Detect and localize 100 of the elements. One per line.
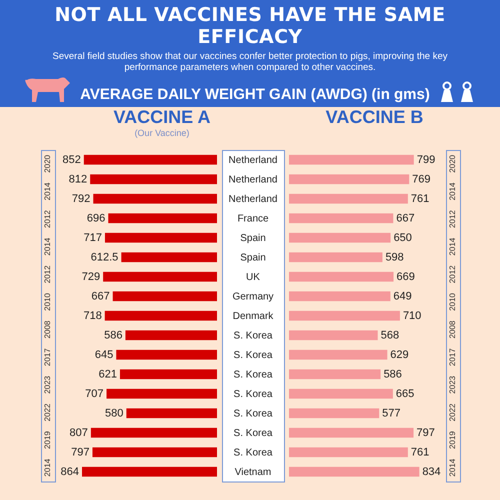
data-label: 667 <box>90 290 110 302</box>
bar <box>112 291 216 302</box>
text: 2017 <box>42 348 52 366</box>
bar <box>116 350 216 360</box>
bar <box>288 428 414 438</box>
y-tick-label: S. Korea <box>233 369 272 380</box>
bar <box>288 310 400 321</box>
text: Several field studies show that our vaccines confer better protection to pigs, improving the key performance parameters when compared to other vaccines. <box>52 51 448 73</box>
data-label: 586 <box>383 368 402 380</box>
y-tick-label: S. Korea <box>233 330 272 342</box>
text: 2014 <box>42 458 52 477</box>
y-tick-label: Netherland <box>228 194 277 205</box>
data-label: 797 <box>70 446 89 458</box>
data-label: 718 <box>82 310 102 322</box>
text: 2008 <box>42 320 52 338</box>
text: 2020 <box>42 154 52 173</box>
data-label: 761 <box>410 446 429 458</box>
bar <box>82 466 216 477</box>
y-tick-label: S. Korea <box>233 388 272 400</box>
text: 2012 <box>42 264 52 284</box>
y-tick-label: Denmark <box>232 310 274 322</box>
bar <box>288 466 419 477</box>
text: 2017 <box>448 348 456 366</box>
bar <box>288 447 408 458</box>
bar <box>288 350 387 360</box>
bar <box>288 252 382 262</box>
data-label: 807 <box>69 426 88 439</box>
bar <box>288 232 390 243</box>
bar <box>108 213 216 224</box>
y-tick-label: S. Korea <box>233 350 272 361</box>
bar <box>92 447 216 458</box>
data-label: 577 <box>382 407 400 420</box>
data-label: 717 <box>83 232 102 244</box>
series-label: VACCINE B <box>324 107 424 129</box>
text: 2014 <box>448 237 456 256</box>
bar <box>104 310 216 321</box>
data-label: 586 <box>104 329 122 342</box>
bar <box>288 272 394 282</box>
data-label: 710 <box>402 310 421 322</box>
x-axis-title: AVERAGE DAILY WEIGHT GAIN (AWDG) (in gms) <box>80 86 430 103</box>
bar <box>288 213 393 224</box>
data-label: 812 <box>68 173 87 186</box>
bar <box>120 252 216 262</box>
data-label: 580 <box>104 407 123 420</box>
bar <box>104 232 216 243</box>
text: 2008 <box>448 320 456 338</box>
text: 2022 <box>448 402 456 422</box>
bar <box>83 154 216 165</box>
text: 2014 <box>42 237 52 256</box>
y-tick-label: France <box>236 213 268 224</box>
data-label: 650 <box>393 232 412 244</box>
data-label: 834 <box>422 466 440 478</box>
data-label: 665 <box>395 388 414 400</box>
bar <box>106 388 216 399</box>
data-label: 612.5 <box>90 251 118 264</box>
bar <box>102 272 216 282</box>
text: 2014 <box>448 458 456 477</box>
bar <box>288 194 408 204</box>
y-tick-label: Vietnam <box>234 466 271 478</box>
bar <box>92 194 216 204</box>
text: 2020 <box>448 154 456 173</box>
data-label: 696 <box>86 212 105 224</box>
data-label: 761 <box>410 192 429 205</box>
bar <box>124 330 216 340</box>
bar <box>288 330 378 340</box>
bar <box>119 369 216 380</box>
text: 2019 <box>42 430 52 449</box>
data-label: 769 <box>412 173 430 186</box>
text: 2010 <box>448 292 456 311</box>
text: 2014 <box>42 182 52 200</box>
y-tick-label: UK <box>246 272 260 283</box>
y-tick-label: Spain <box>240 232 266 244</box>
series-label: VACCINE A <box>113 107 210 127</box>
bar <box>288 388 392 399</box>
text: 2023 <box>448 375 456 394</box>
bar <box>288 408 379 418</box>
data-label: 629 <box>390 348 408 361</box>
text: 2023 <box>42 375 52 394</box>
text: 2014 <box>448 182 456 200</box>
data-label: 707 <box>84 388 104 400</box>
y-tick-label: S. Korea <box>233 428 272 439</box>
data-label: 598 <box>384 251 404 264</box>
text: 2022 <box>42 402 52 422</box>
text: 2010 <box>42 292 52 311</box>
data-label: 729 <box>81 270 100 283</box>
y-tick-label: S. Korea <box>233 408 272 420</box>
y-tick-label: Netherland <box>228 174 277 186</box>
y-tick-label: S. Korea <box>233 447 272 458</box>
y-tick-label: Netherland <box>228 154 277 166</box>
data-label: 621 <box>98 368 116 380</box>
data-label: 792 <box>71 192 90 205</box>
bar <box>288 291 390 302</box>
bar <box>90 174 216 184</box>
data-label: 797 <box>416 426 434 439</box>
text: 2012 <box>448 264 456 284</box>
bar <box>288 369 380 380</box>
data-label: 568 <box>380 329 399 342</box>
bar <box>126 408 216 418</box>
text: 2012 <box>42 210 52 228</box>
bar <box>288 154 414 165</box>
